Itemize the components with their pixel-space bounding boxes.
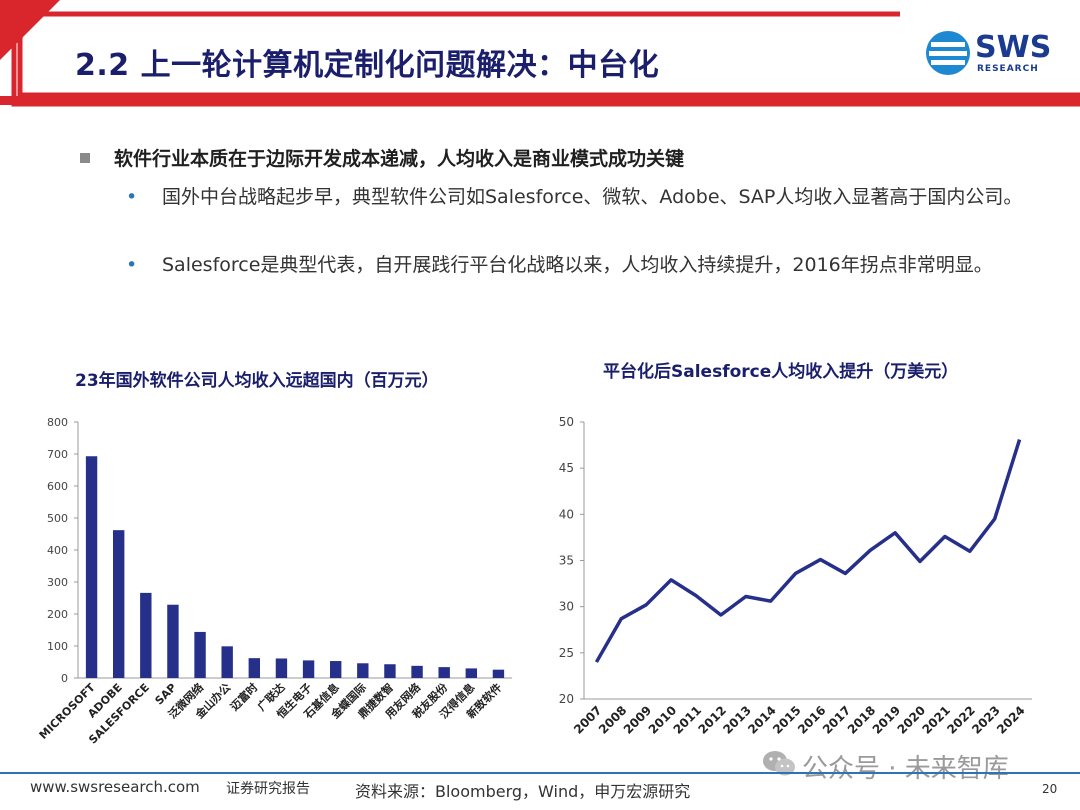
sws-logo-text: SWS [975, 30, 1052, 65]
sws-logo-icon [926, 31, 970, 75]
sws-logo-subtext: RESEARCH [977, 64, 1039, 74]
bar [438, 667, 450, 678]
y-tick-label: 0 [61, 672, 68, 685]
y-tick-label: 30 [559, 600, 574, 614]
bar [194, 631, 206, 678]
bar [140, 592, 152, 678]
watermark-text: 公众号 · 未来智库 [802, 754, 1009, 784]
y-tick-label: 50 [559, 415, 574, 429]
y-tick-label: 45 [559, 461, 574, 475]
y-tick-label: 35 [559, 554, 574, 568]
y-tick-label: 200 [47, 608, 68, 621]
y-tick-label: 40 [559, 507, 574, 521]
y-tick-label: 100 [47, 640, 68, 653]
y-tick-label: 800 [47, 416, 68, 429]
y-tick-label: 400 [47, 544, 68, 557]
bar [492, 669, 505, 678]
main-bullet: 软件行业本质在于边际开发成本递减，人均收入是商业模式成功关键 [80, 144, 684, 171]
sub-bullet-text: 国外中台战略起步早，典型软件公司如Salesforce、微软、Adobe、SAP… [162, 186, 1023, 208]
slide-header: 2.2 上一轮计算机定制化问题解决：中台化 SWS RESEARCH [0, 0, 1080, 110]
sub-bullet-text: Salesforce是典型代表，自开展践行平台化战略以来，人均收入持续提升，20… [162, 254, 993, 276]
sws-logo: SWS RESEARCH [925, 28, 1060, 80]
dot-bullet-icon: • [126, 254, 138, 276]
page-title: 2.2 上一轮计算机定制化问题解决：中台化 [75, 48, 660, 83]
bar-chart-title: 23年国外软件公司人均收入远超国内（百万元） [75, 371, 439, 391]
bar [465, 668, 478, 678]
x-tick-label: 2024 [994, 703, 1028, 737]
line-chart: 2025303540455020072008200920102011201220… [559, 415, 1032, 737]
footer-label: 证券研究报告 [226, 781, 310, 797]
bar [384, 664, 396, 678]
bar [112, 530, 125, 678]
main-bullet-text: 软件行业本质在于边际开发成本递减，人均收入是商业模式成功关键 [114, 148, 685, 170]
line-chart-title: 平台化后Salesforce人均收入提升（万美元） [603, 362, 959, 382]
x-tick-label: 迈富时 [227, 680, 260, 713]
header-red-corner [0, 0, 60, 60]
bar [85, 456, 98, 678]
bar [275, 658, 288, 678]
header-red-bar [0, 96, 1080, 105]
footer-source: 资料来源：Bloomberg，Wind，申万宏源研究 [355, 782, 691, 801]
bar [248, 658, 261, 678]
footer-website[interactable]: www.swsresearch.com [30, 778, 200, 796]
bar [329, 661, 342, 678]
y-tick-label: 20 [559, 692, 574, 706]
footer-divider [0, 772, 1080, 774]
bar [167, 604, 179, 678]
square-bullet-icon [80, 153, 90, 163]
bar-chart: 0100200300400500600700800MICROSOFTADOBES… [37, 416, 512, 747]
y-tick-label: 700 [47, 448, 68, 461]
bar [221, 646, 233, 678]
series-line [594, 439, 1022, 663]
header-red-frame [11, 11, 1080, 107]
y-tick-label: 300 [47, 576, 68, 589]
wechat-icon [763, 751, 795, 776]
bar [302, 660, 315, 678]
bar [357, 663, 369, 678]
y-tick-label: 600 [47, 480, 68, 493]
dot-bullet-icon: • [126, 186, 138, 208]
bar [411, 665, 423, 678]
y-tick-label: 25 [559, 646, 574, 660]
page-number: 20 [1042, 782, 1058, 796]
y-tick-label: 500 [47, 512, 68, 525]
header-decoration [0, 0, 1080, 107]
